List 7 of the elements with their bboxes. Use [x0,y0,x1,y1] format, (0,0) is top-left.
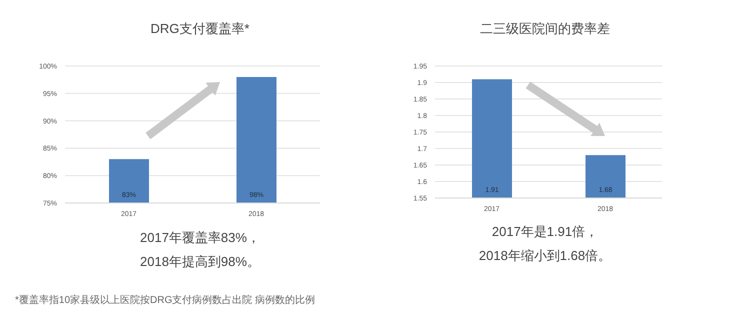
text: 2017年是1.91倍， [490,223,600,241]
text: 2018年缩小到1.68倍。 [478,247,612,265]
text: 2017年覆盖率83%， [139,229,261,247]
chart-title: 二三级医院间的费率差 [479,20,611,38]
text: *覆盖率指10家县级以上医院按DRG支付病例数占出院 病例数的比例 [15,294,316,307]
chart-title: DRG支付覆盖率* [150,20,250,38]
text: 2018年提高到98%。 [139,253,261,271]
